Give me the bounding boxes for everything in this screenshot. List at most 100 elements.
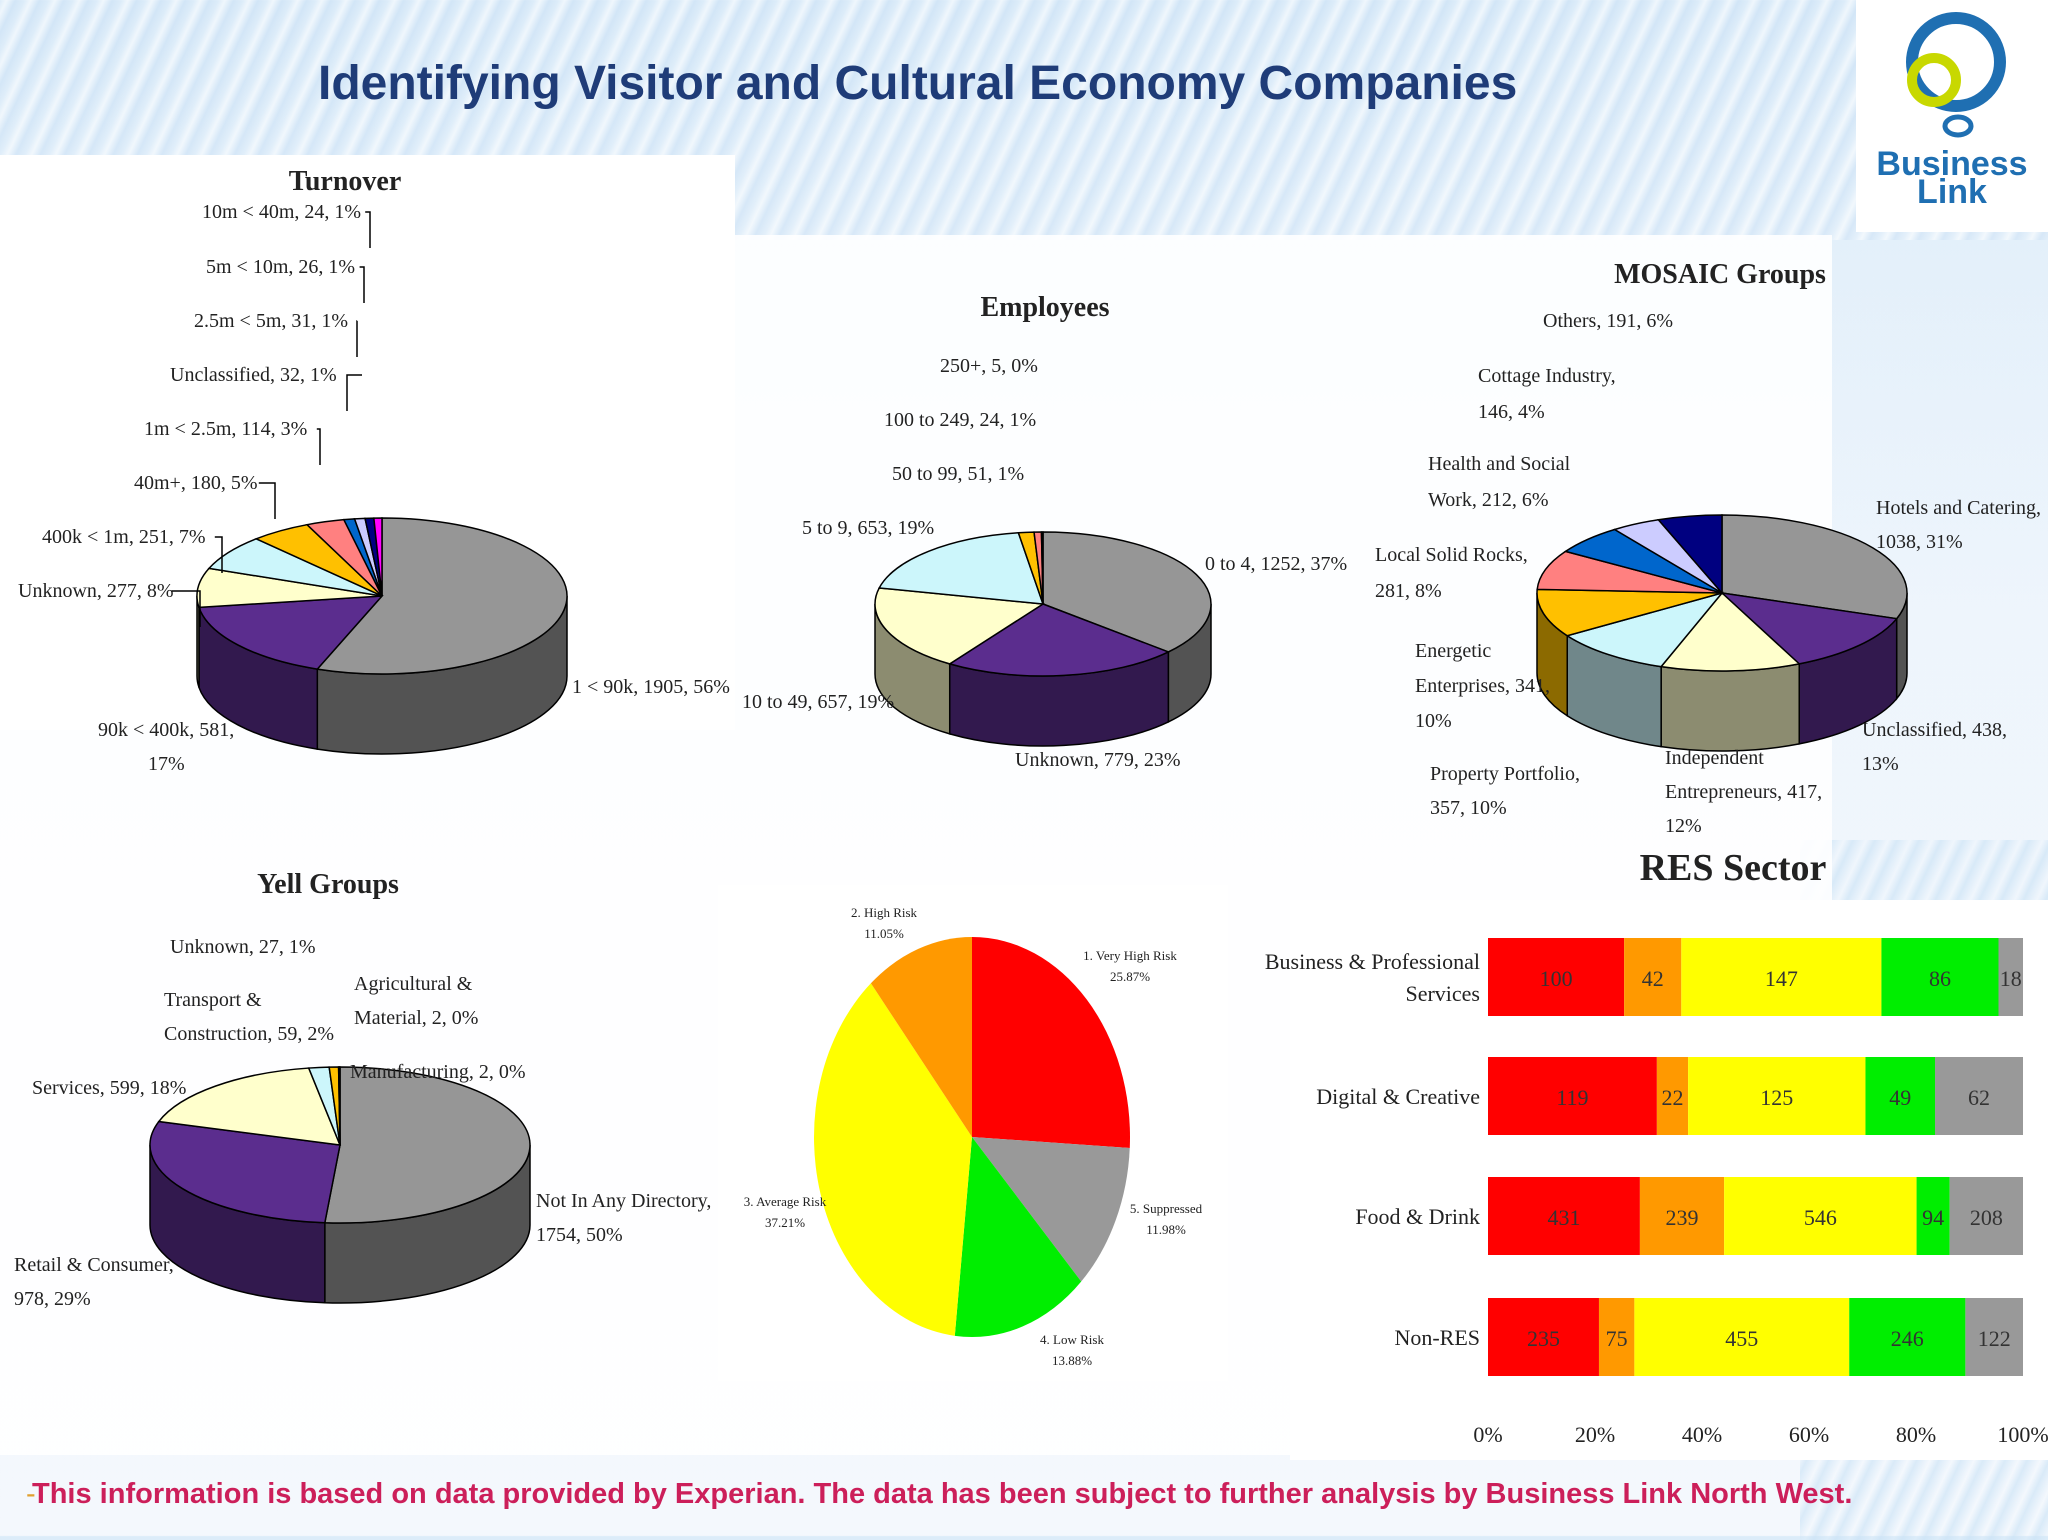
risk-label: 11.98% <box>1146 1222 1186 1237</box>
risk-label: 4. Low Risk <box>1040 1332 1104 1347</box>
pie-label: 1m < 2.5m, 114, 3% <box>144 418 307 440</box>
res-data-label: 42 <box>1642 966 1664 991</box>
res-data-label: 18 <box>2000 966 2022 991</box>
pie-label: 17% <box>148 753 185 775</box>
res-data-label: 62 <box>1968 1085 1990 1110</box>
pie-label: 13% <box>1862 753 1899 775</box>
pie-label: Local Solid Rocks, <box>1375 544 1528 566</box>
pie-label: Transport & <box>164 989 262 1011</box>
leader-line <box>365 212 370 248</box>
res-data-label: 455 <box>1725 1326 1758 1351</box>
pie-0 <box>197 518 567 754</box>
pie-1 <box>875 532 1211 746</box>
res-data-label: 100 <box>1540 966 1573 991</box>
pie-label: 281, 8% <box>1375 580 1442 602</box>
pie-label: Property Portfolio, <box>1430 763 1580 785</box>
pie-side <box>197 596 199 687</box>
res-x-tick: 80% <box>1896 1422 1936 1447</box>
pie-label: Unknown, 277, 8% <box>18 580 174 602</box>
leader-line <box>347 375 362 411</box>
pie-label: Independent <box>1665 747 1764 769</box>
pie-label: Unclassified, 32, 1% <box>170 364 337 386</box>
chart-title: Yell Groups <box>257 869 399 900</box>
pie-label: Manufacturing, 2, 0% <box>350 1061 526 1083</box>
pie-label: 100 to 249, 24, 1% <box>884 409 1036 431</box>
risk-label: 1. Very High Risk <box>1083 948 1177 963</box>
res-category-label: Business & Professional <box>1265 949 1480 974</box>
pie-label: Services, 599, 18% <box>32 1077 186 1099</box>
pie-3 <box>150 1067 530 1303</box>
pie-label: 0 to 4, 1252, 37% <box>1205 553 1347 575</box>
pie-label: Cottage Industry, <box>1478 365 1616 387</box>
res-data-label: 125 <box>1760 1085 1793 1110</box>
res-category-label: Digital & Creative <box>1316 1084 1480 1109</box>
res-data-label: 75 <box>1606 1326 1628 1351</box>
pie-label: Others, 191, 6% <box>1543 310 1673 332</box>
pie-label: Unknown, 27, 1% <box>170 936 316 958</box>
res-x-tick: 40% <box>1682 1422 1722 1447</box>
pie-2 <box>1537 515 1907 751</box>
pie-label: 1 < 90k, 1905, 56% <box>572 676 730 698</box>
pie-label: Unclassified, 438, <box>1862 719 2007 741</box>
pie-label: Energetic <box>1415 640 1491 662</box>
res-x-tick: 100% <box>1997 1422 2048 1447</box>
risk-label: 3. Average Risk <box>744 1194 827 1209</box>
pie-label: Construction, 59, 2% <box>164 1023 334 1045</box>
res-x-tick: 20% <box>1575 1422 1615 1447</box>
pie-label: 50 to 99, 51, 1% <box>892 463 1024 485</box>
pie-label: Hotels and Catering, <box>1876 497 2041 519</box>
res-data-label: 431 <box>1547 1205 1580 1230</box>
pie-label: Material, 2, 0% <box>354 1007 478 1029</box>
chart-title: Turnover <box>289 166 402 197</box>
res-category-label: Services <box>1405 981 1480 1006</box>
pie-label: 10% <box>1415 710 1452 732</box>
res-data-label: 208 <box>1970 1205 2003 1230</box>
pie-side <box>1661 664 1799 751</box>
pie-label: 90k < 400k, 581, <box>98 719 234 741</box>
risk-label: 2. High Risk <box>851 905 918 920</box>
pie-label: Health and Social <box>1428 453 1571 475</box>
res-data-label: 22 <box>1661 1085 1683 1110</box>
pie-label: Not In Any Directory, <box>536 1190 711 1212</box>
res-data-label: 86 <box>1929 966 1951 991</box>
pie-label: 357, 10% <box>1430 797 1507 819</box>
chart-title: RES Sector <box>1640 847 1827 889</box>
risk-label: 11.05% <box>864 926 904 941</box>
res-data-label: 94 <box>1922 1205 1944 1230</box>
res-data-label: 147 <box>1765 966 1798 991</box>
pie-label: 978, 29% <box>14 1288 91 1310</box>
pie-label: Work, 212, 6% <box>1428 489 1549 511</box>
pie-label: Entrepreneurs, 417, <box>1665 781 1822 803</box>
leader-line <box>172 591 200 627</box>
risk-label: 25.87% <box>1110 969 1150 984</box>
pie-label: 2.5m < 5m, 31, 1% <box>194 310 348 332</box>
res-x-tick: 60% <box>1789 1422 1829 1447</box>
pie-label: Agricultural & <box>354 973 473 995</box>
pie-label: 1754, 50% <box>536 1224 623 1246</box>
pie-label: Retail & Consumer, <box>14 1254 174 1276</box>
risk-label: 13.88% <box>1052 1353 1092 1368</box>
pie-label: 146, 4% <box>1478 401 1545 423</box>
res-x-tick: 0% <box>1473 1422 1502 1447</box>
risk-label: 5. Suppressed <box>1130 1201 1203 1216</box>
pie-label: 10 to 49, 657, 19% <box>742 691 894 713</box>
chart-title: MOSAIC Groups <box>1614 259 1826 290</box>
footer-note: This information is based on data provid… <box>32 1478 1852 1511</box>
leader-line <box>259 483 275 519</box>
leader-line <box>360 267 364 303</box>
pie-label: 40m+, 180, 5% <box>134 472 258 494</box>
res-data-label: 246 <box>1891 1326 1924 1351</box>
res-data-label: 239 <box>1666 1205 1699 1230</box>
res-data-label: 235 <box>1527 1326 1560 1351</box>
pie-label: 250+, 5, 0% <box>940 355 1038 377</box>
res-data-label: 49 <box>1889 1085 1911 1110</box>
pie-label: 5 to 9, 653, 19% <box>802 517 934 539</box>
pie-slice <box>339 1067 340 1145</box>
pie-label: 10m < 40m, 24, 1% <box>202 201 361 223</box>
risk-label: 37.21% <box>765 1215 805 1230</box>
pie-label: Enterprises, 341, <box>1415 675 1550 697</box>
res-category-label: Food & Drink <box>1355 1204 1480 1229</box>
pie-label: 1038, 31% <box>1876 531 1963 553</box>
pie-label: 400k < 1m, 251, 7% <box>42 526 206 548</box>
